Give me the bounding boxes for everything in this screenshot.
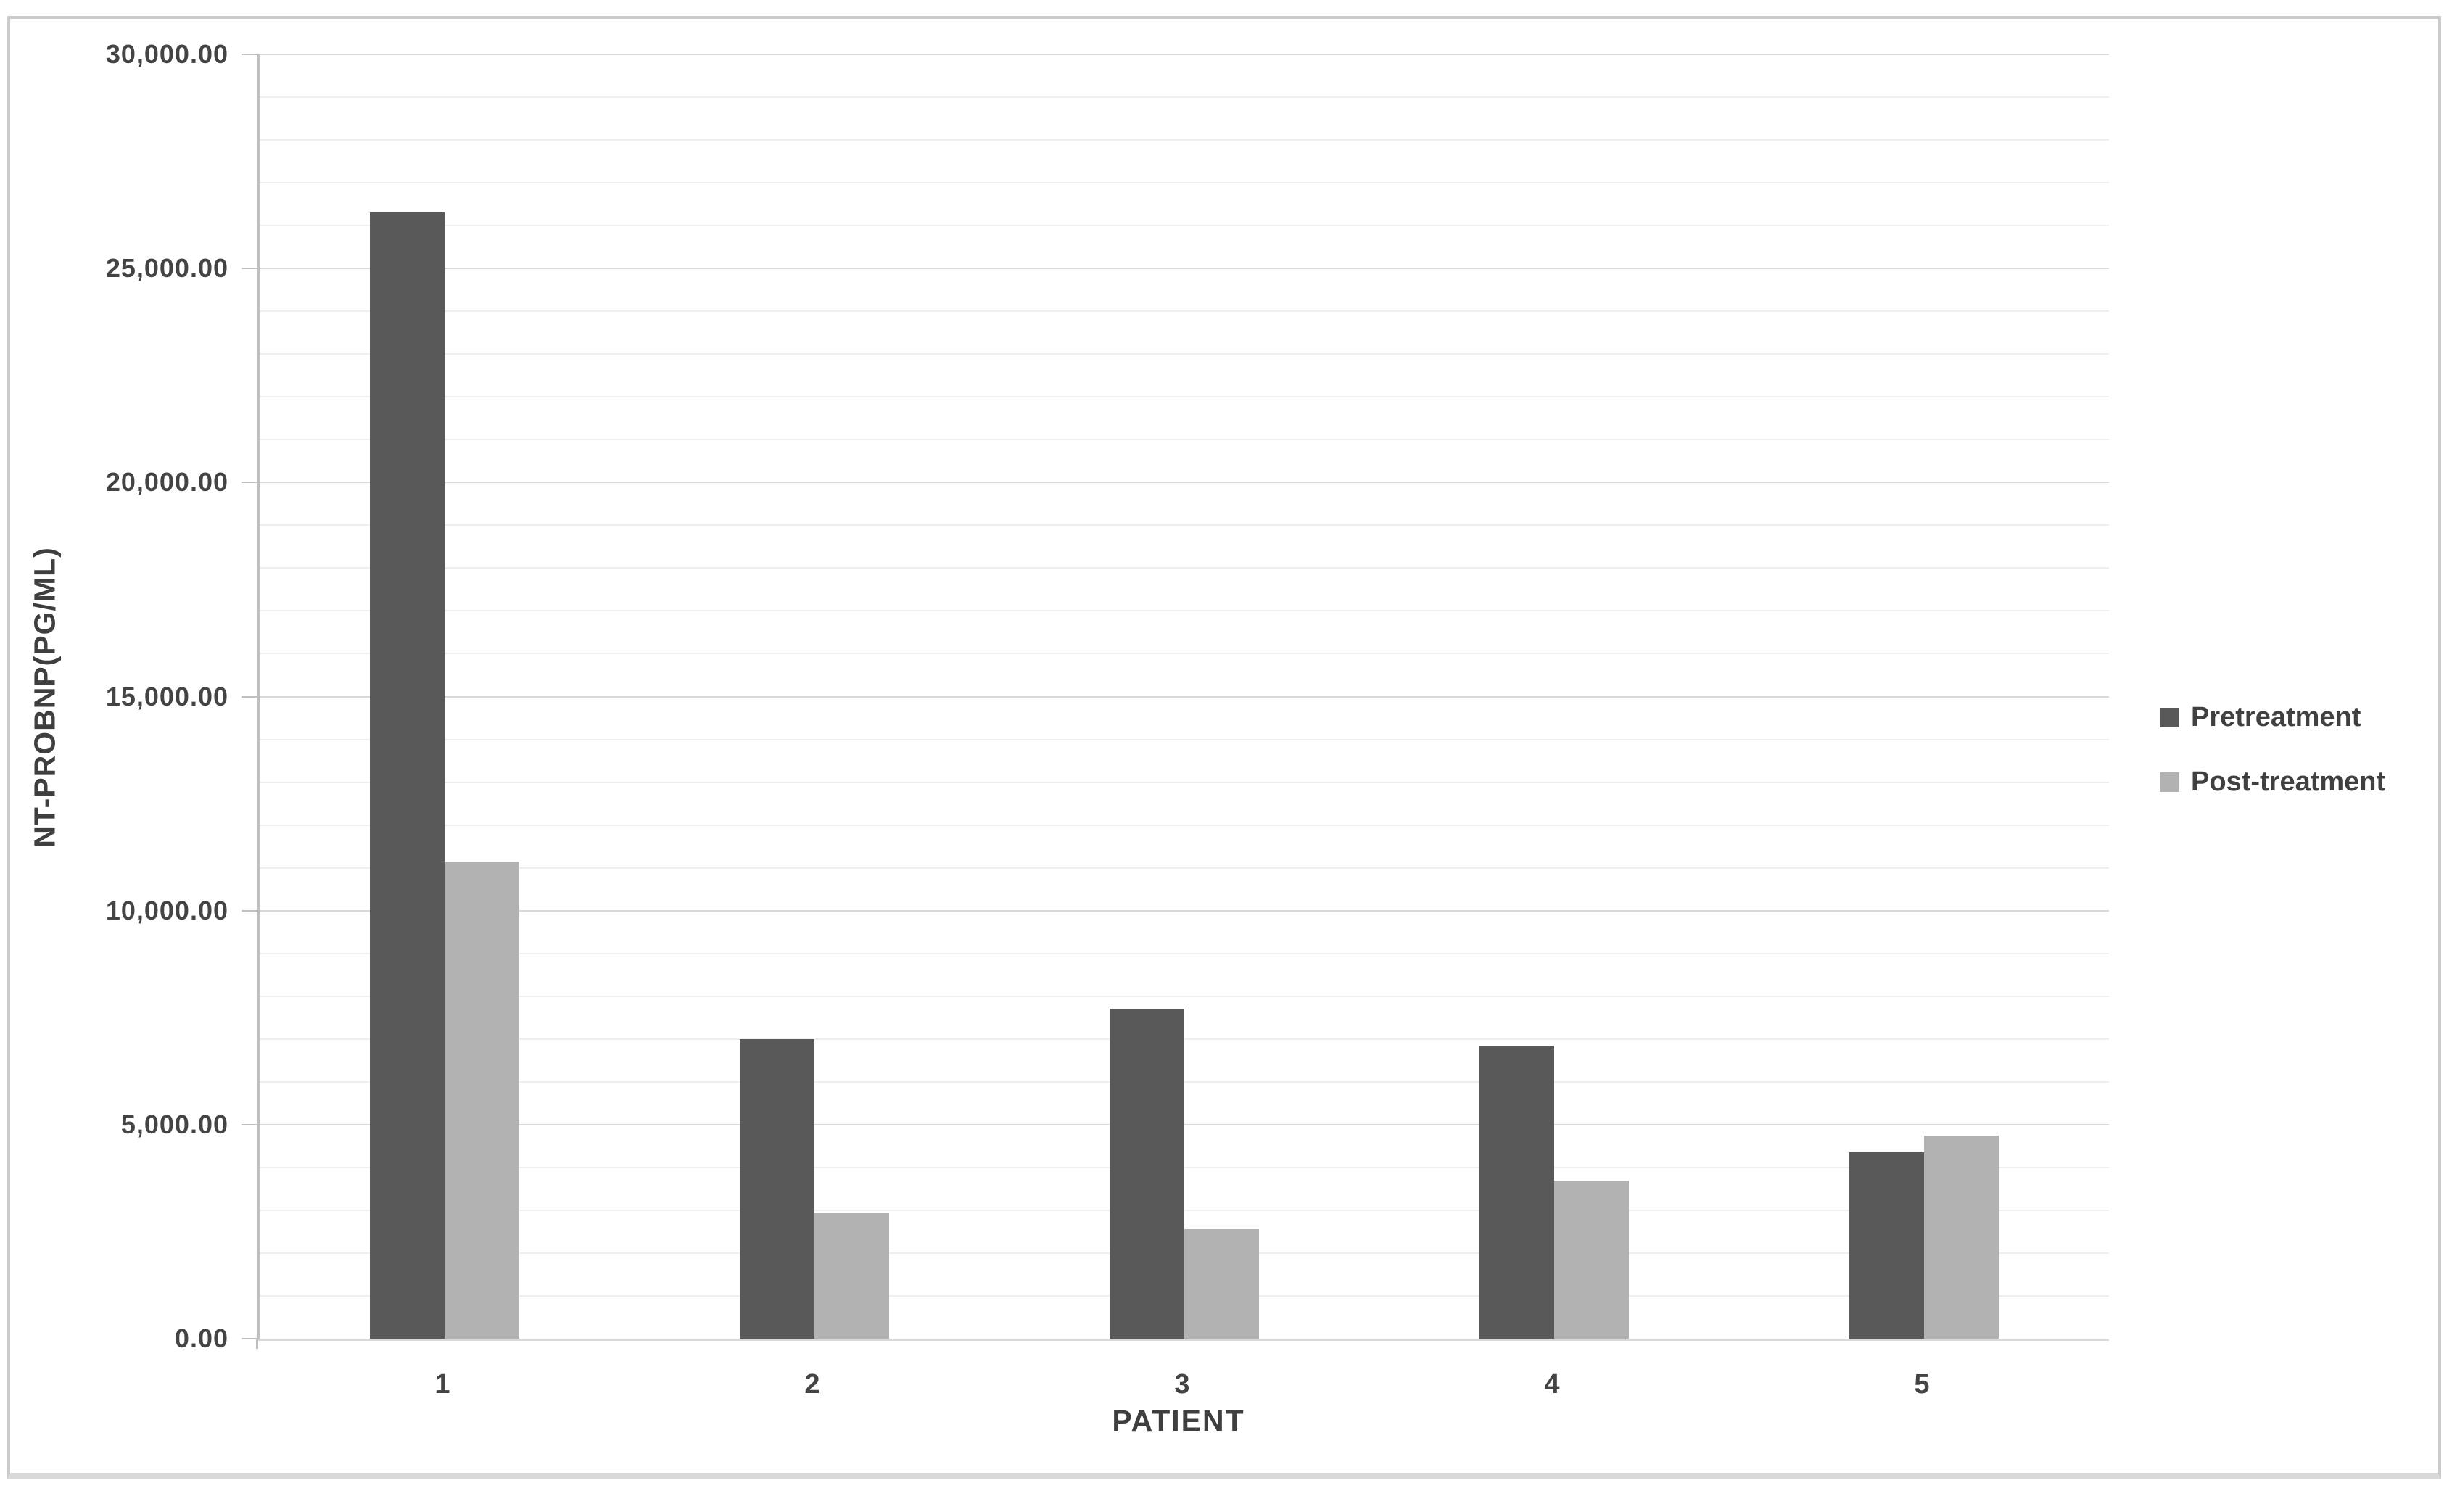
bar-pretreatment-patient-2: [740, 1038, 814, 1339]
plot-area: [257, 54, 2109, 1341]
major-gridline: [260, 695, 2109, 698]
minor-gridline: [260, 1081, 2109, 1083]
bar-pretreatment-patient-5: [1849, 1152, 1924, 1339]
major-gridline: [260, 909, 2109, 912]
bar-pretreatment-patient-1: [370, 212, 445, 1339]
x-tick-label: 3: [1174, 1369, 1190, 1400]
minor-gridline: [260, 1209, 2109, 1211]
minor-gridline: [260, 353, 2109, 355]
major-gridline: [260, 268, 2109, 270]
bar-post-treatment-patient-2: [814, 1212, 889, 1339]
bar-post-treatment-patient-4: [1554, 1180, 1629, 1339]
y-tick-label: 5,000.00: [120, 1109, 228, 1139]
y-tick-mark: [242, 482, 257, 484]
minor-gridline: [260, 182, 2109, 184]
y-tick-label: 30,000.00: [105, 39, 228, 69]
bar-pretreatment-patient-3: [1110, 1009, 1184, 1339]
minor-gridline: [260, 1166, 2109, 1168]
chart-border: [7, 16, 2441, 1479]
x-tick-label: 1: [434, 1369, 450, 1400]
bar-pretreatment-patient-4: [1479, 1045, 1554, 1339]
major-gridline: [260, 482, 2109, 484]
x-tick-label: 4: [1544, 1369, 1560, 1400]
minor-gridline: [260, 567, 2109, 569]
minor-gridline: [260, 439, 2109, 441]
x-tick-label: 5: [1914, 1369, 1930, 1400]
y-tick-mark: [242, 695, 257, 698]
minor-gridline: [260, 139, 2109, 141]
minor-gridline: [260, 653, 2109, 655]
legend-item-pretreatment: Pretreatment: [2160, 702, 2385, 733]
minor-gridline: [260, 738, 2109, 740]
bar-post-treatment-patient-1: [445, 861, 519, 1339]
legend-swatch-icon: [2160, 772, 2179, 792]
y-tick-label: 0.00: [174, 1323, 228, 1353]
legend-swatch-icon: [2160, 708, 2179, 727]
legend-label: Post-treatment: [2191, 767, 2386, 797]
minor-gridline: [260, 524, 2109, 526]
minor-gridline: [260, 225, 2109, 227]
y-tick-mark: [242, 54, 257, 55]
y-axis-end-tick: [256, 1339, 258, 1349]
minor-gridline: [260, 781, 2109, 783]
bar-post-treatment-patient-3: [1184, 1229, 1259, 1339]
y-tick-mark: [242, 268, 257, 270]
minor-gridline: [260, 396, 2109, 398]
minor-gridline: [260, 995, 2109, 997]
x-axis-title: PATIENT: [1112, 1404, 1245, 1437]
y-tick-label: 25,000.00: [105, 253, 228, 284]
major-gridline: [260, 54, 2109, 55]
minor-gridline: [260, 1038, 2109, 1040]
y-tick-mark: [242, 1123, 257, 1125]
bar-post-treatment-patient-5: [1924, 1135, 1999, 1339]
x-tick-label: 2: [804, 1369, 820, 1400]
legend: Pretreatment Post-treatment: [2160, 702, 2385, 798]
minor-gridline: [260, 610, 2109, 612]
minor-gridline: [260, 867, 2109, 869]
minor-gridline: [260, 824, 2109, 826]
y-tick-mark: [242, 1338, 257, 1339]
y-tick-mark: [242, 909, 257, 912]
legend-item-post-treatment: Post-treatment: [2160, 767, 2385, 798]
legend-label: Pretreatment: [2191, 702, 2361, 732]
minor-gridline: [260, 96, 2109, 99]
y-tick-label: 10,000.00: [105, 895, 228, 925]
minor-gridline: [260, 310, 2109, 313]
minor-gridline: [260, 952, 2109, 954]
y-tick-label: 15,000.00: [105, 681, 228, 711]
y-tick-label: 20,000.00: [105, 467, 228, 497]
major-gridline: [260, 1123, 2109, 1125]
